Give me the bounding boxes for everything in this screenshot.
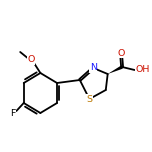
Polygon shape bbox=[108, 65, 123, 74]
Text: N: N bbox=[90, 64, 97, 73]
Text: O: O bbox=[27, 55, 35, 64]
Text: OH: OH bbox=[136, 66, 150, 74]
Text: S: S bbox=[86, 95, 92, 104]
Text: F: F bbox=[10, 109, 15, 117]
Text: O: O bbox=[117, 48, 125, 57]
